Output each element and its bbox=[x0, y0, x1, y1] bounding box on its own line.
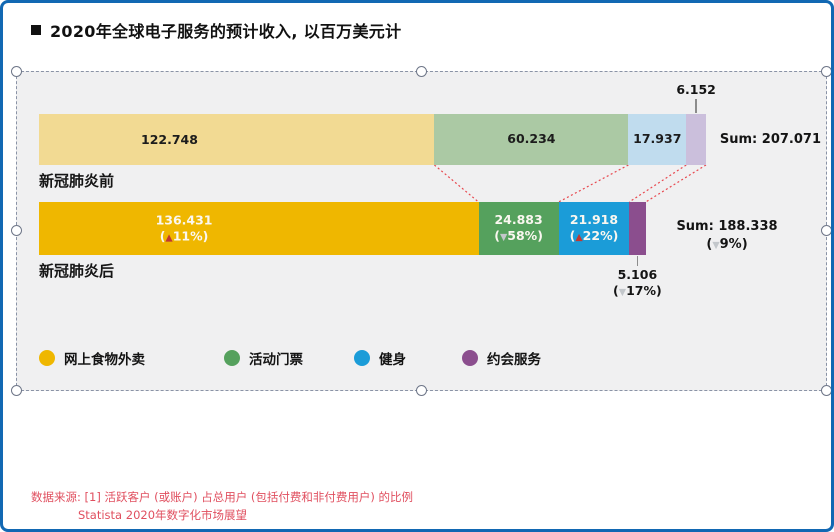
selected-chart-object[interactable]: 122.748 60.234 17.937 新冠肺炎前 Sum: 207.071 1… bbox=[11, 66, 831, 396]
legend-label: 健身 bbox=[379, 352, 406, 368]
bar-post-covid: 136.431 (▲11%) 24.883 (▼58%) 21.918 (▲22%) bbox=[39, 202, 646, 255]
segment-value-label: 136.431 (▲11%) bbox=[156, 212, 213, 245]
sum-post-change: (▼9%) bbox=[706, 237, 748, 253]
bar-segment-pre-3: 17.937 bbox=[628, 114, 687, 165]
segment-value: 6.152 bbox=[676, 82, 716, 97]
bar-segment-post-2: 24.883 (▼58%) bbox=[478, 202, 559, 255]
resize-handle-nw[interactable] bbox=[11, 66, 22, 77]
bar-pre-covid: 122.748 60.234 17.937 bbox=[39, 114, 706, 165]
change-badge: (▲22%) bbox=[569, 228, 619, 244]
legend-swatch-circle-icon bbox=[224, 350, 240, 366]
legend-item-4: 约会服务 bbox=[462, 348, 541, 368]
resize-handle-w[interactable] bbox=[11, 225, 22, 236]
triangle-up-icon: ▲ bbox=[575, 232, 583, 244]
leader-line bbox=[636, 256, 639, 266]
bar-segment-pre-2: 60.234 bbox=[434, 114, 629, 165]
bar-segment-post-1: 136.431 (▲11%) bbox=[39, 202, 479, 255]
legend-item-1: 网上食物外卖 bbox=[39, 348, 145, 368]
chart-legend: 网上食物外卖 活动门票 健身 约会服务 bbox=[17, 348, 828, 368]
outside-value-label-post: 5.106 (▼17%) bbox=[592, 267, 682, 300]
segment-value: 24.883 bbox=[494, 212, 543, 228]
connector-line bbox=[558, 164, 629, 203]
chart-title-row: 2020年全球电子服务的预计收入, 以百万美元计 bbox=[31, 18, 401, 42]
footnote-source-line-2: Statista 2020年数字化市场展望 bbox=[78, 508, 248, 522]
resize-handle-s[interactable] bbox=[415, 385, 427, 396]
sum-label-pre-covid: Sum: 207.071 bbox=[719, 132, 821, 147]
legend-item-2: 活动门票 bbox=[224, 348, 303, 368]
change-badge: (▼58%) bbox=[494, 228, 543, 244]
chart-title: 2020年全球电子服务的预计收入, 以百万美元计 bbox=[50, 22, 402, 41]
resize-handle-ne[interactable] bbox=[821, 66, 831, 77]
resize-handle-sw[interactable] bbox=[11, 385, 22, 396]
change-badge: (▲11%) bbox=[159, 228, 209, 244]
outside-value-label-pre: 6.152 bbox=[651, 82, 741, 98]
sum-post-value: Sum: 188.338 bbox=[676, 219, 778, 234]
bar-segment-post-4 bbox=[629, 202, 646, 255]
row-label-post-covid: 新冠肺炎后 bbox=[39, 262, 115, 280]
bar-segment-post-3: 21.918 (▲22%) bbox=[558, 202, 630, 255]
triangle-down-icon: ▼ bbox=[712, 240, 720, 252]
triangle-down-icon: ▼ bbox=[618, 287, 627, 299]
connector-line bbox=[628, 164, 687, 203]
legend-label: 活动门票 bbox=[249, 352, 303, 368]
legend-swatch-circle-icon bbox=[462, 350, 478, 366]
legend-item-3: 健身 bbox=[354, 348, 406, 368]
segment-value-label: 24.883 (▼58%) bbox=[494, 212, 543, 245]
connector-line bbox=[434, 164, 479, 203]
resize-handle-e[interactable] bbox=[821, 225, 831, 236]
segment-value: 60.234 bbox=[507, 131, 556, 147]
connector-line bbox=[645, 164, 707, 203]
bar-segment-pre-1: 122.748 bbox=[39, 114, 435, 165]
row-label-pre-covid: 新冠肺炎前 bbox=[39, 172, 115, 190]
resize-handle-n[interactable] bbox=[415, 66, 427, 77]
segment-value-label: 122.748 bbox=[141, 131, 198, 147]
segment-value: 5.106 bbox=[617, 267, 658, 282]
bar-segment-pre-4 bbox=[686, 114, 706, 165]
title-bullet-square-icon bbox=[31, 25, 41, 35]
segment-value-label: 60.234 bbox=[507, 131, 555, 147]
legend-swatch-circle-icon bbox=[354, 350, 370, 366]
segment-value-label: 17.937 bbox=[633, 131, 681, 147]
legend-swatch-circle-icon bbox=[39, 350, 55, 366]
segment-value: 21.918 bbox=[569, 212, 619, 228]
footnote-source-line-1: 数据来源: [1] 活跃客户 (或账户) 占总用户 (包括付费和非付费用户) 的… bbox=[31, 490, 414, 504]
segment-value: 17.937 bbox=[633, 131, 682, 147]
segment-value: 122.748 bbox=[141, 131, 198, 147]
resize-handle-se[interactable] bbox=[821, 385, 831, 396]
segment-value: 136.431 bbox=[155, 212, 213, 228]
change-badge: (▼17%) bbox=[613, 283, 662, 299]
sum-label-post-covid: Sum: 188.338 (▼9%) bbox=[662, 218, 792, 254]
triangle-down-icon: ▼ bbox=[499, 232, 508, 244]
segment-value-label: 21.918 (▲22%) bbox=[570, 212, 619, 245]
legend-label: 约会服务 bbox=[487, 352, 541, 368]
legend-label: 网上食物外卖 bbox=[64, 352, 145, 368]
triangle-up-icon: ▲ bbox=[165, 232, 173, 244]
leader-line bbox=[695, 99, 697, 113]
